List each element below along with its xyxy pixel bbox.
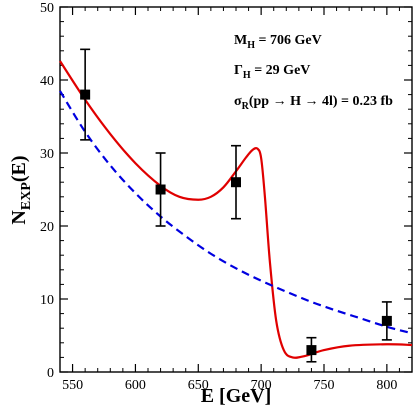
x-tick-label: 550 xyxy=(62,378,83,393)
data-point xyxy=(381,315,392,326)
annotation-width-main: Γ xyxy=(234,63,243,78)
x-tick-label: 800 xyxy=(376,378,397,393)
y-tick-label: 30 xyxy=(40,147,54,162)
x-tick-label: 600 xyxy=(125,378,146,393)
annotation-xsec: σR(pp → H → 4l) = 0.23 fb xyxy=(234,94,393,112)
data-markers xyxy=(80,48,392,363)
annotation-width-rest: = 29 GeV xyxy=(251,63,311,78)
y-axis-title-tail: (E) xyxy=(8,155,30,182)
y-tick-label: 50 xyxy=(40,1,54,16)
x-tick-label: 700 xyxy=(251,378,272,393)
annotation-xsec-sub: R xyxy=(242,101,250,112)
y-axis-title-sub: EXP xyxy=(19,182,34,210)
annotation-mass-rest: = 706 GeV xyxy=(255,33,322,48)
x-tick-label: 650 xyxy=(188,378,209,393)
x-tick-label: 750 xyxy=(314,378,335,393)
data-point xyxy=(80,89,91,100)
annotation-width: ΓH = 29 GeV xyxy=(234,63,310,81)
annotation-mass: MH = 706 GeV xyxy=(234,33,322,51)
y-axis-title-main: N xyxy=(8,210,30,225)
data-point xyxy=(155,184,166,195)
axis-ticks xyxy=(59,6,413,373)
data-point xyxy=(306,345,317,356)
y-tick-label: 0 xyxy=(47,366,54,381)
annotation-xsec-main: σ xyxy=(234,94,242,109)
axis-tick-labels: 550 600 650 700 750 800 0 10 20 30 40 50 xyxy=(40,1,397,393)
series-dashed-line xyxy=(59,90,413,335)
annotation-mass-sub: H xyxy=(247,40,255,51)
y-tick-label: 40 xyxy=(40,74,54,89)
y-tick-label: 10 xyxy=(40,293,54,308)
annotation-width-sub: H xyxy=(243,70,251,81)
annotation-mass-main: M xyxy=(234,33,247,48)
y-tick-label: 20 xyxy=(40,220,54,235)
y-axis-title: NEXP(E) xyxy=(8,155,34,224)
data-point xyxy=(231,177,241,188)
x-axis-title: E [GeV] xyxy=(201,385,272,407)
annotation-xsec-rest: (pp → H → 4l) = 0.23 fb xyxy=(249,94,393,109)
